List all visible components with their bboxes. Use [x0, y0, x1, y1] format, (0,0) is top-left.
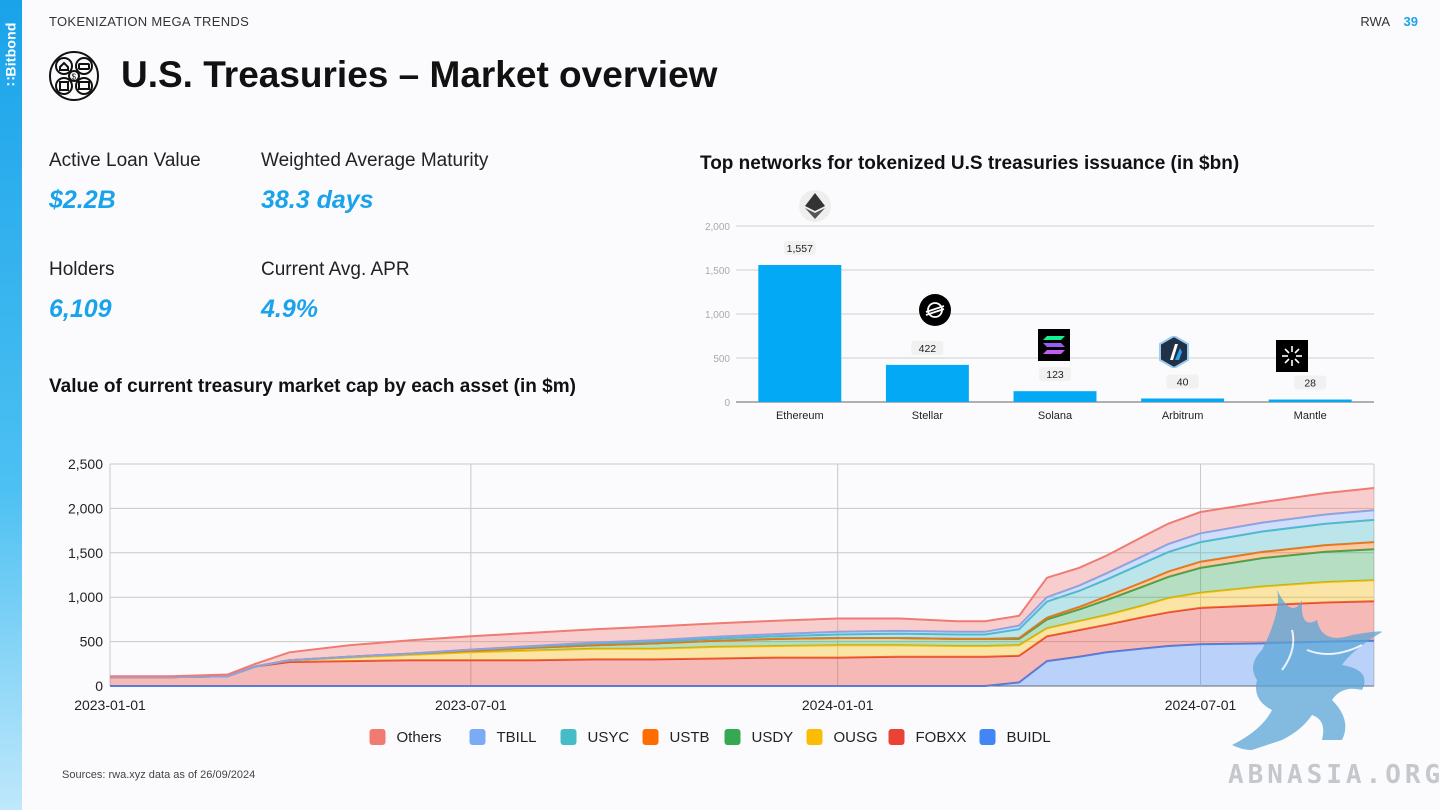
- legend-swatch: [560, 729, 577, 745]
- watermark-text: ABNASIA.ORG: [1228, 760, 1440, 790]
- brand-sidebar: ∷Bitbond: [0, 0, 22, 810]
- series-line-fobxx: [110, 600, 1375, 679]
- legend-label: USDY: [752, 729, 794, 746]
- metric-value: $2.2B: [49, 186, 116, 214]
- bar: [1141, 398, 1225, 402]
- metric-apr: Current Avg. APR 4.9%: [261, 259, 410, 324]
- real-world-assets-icon: $: [48, 50, 100, 102]
- page-tag: RWA: [1360, 14, 1390, 29]
- x-tick-label: Stellar: [912, 410, 944, 422]
- metric-maturity: Weighted Average Maturity 38.3 days: [261, 150, 488, 215]
- data-label-background: [1166, 374, 1199, 389]
- area-usyc: [110, 519, 1374, 678]
- legend-label: USTB: [670, 729, 710, 746]
- bar-chart-title: Top networks for tokenized U.S treasurie…: [700, 153, 1240, 174]
- ethereum-icon: [799, 190, 831, 222]
- data-label: 1,557: [787, 243, 813, 255]
- page-title: U.S. Treasuries – Market overview: [121, 54, 718, 95]
- y-tick-label: 2,500: [68, 456, 103, 472]
- page-number: 39: [1403, 14, 1418, 29]
- data-label-background: [911, 340, 944, 355]
- y-tick-label: 500: [713, 354, 730, 365]
- bar: [1013, 391, 1097, 402]
- legend-label: TBILL: [497, 729, 537, 746]
- metric-label: Holders: [49, 259, 115, 280]
- y-tick-label: 1,000: [705, 310, 730, 321]
- metric-value: 6,109: [49, 295, 112, 323]
- y-tick-label: 0: [95, 678, 103, 694]
- stellar-icon: [919, 294, 951, 326]
- area-ousg: [110, 580, 1374, 678]
- market-cap-area-chart: 0 500 1,000 1,500 2,000 2,500 2023-01-01 2023-0…: [68, 456, 1375, 746]
- metric-label: Active Loan Value: [49, 150, 201, 171]
- legend-swatch: [469, 729, 486, 745]
- x-tick-label: 2023-07-01: [435, 697, 507, 713]
- legend-label: OUSG: [834, 729, 878, 746]
- mantle-icon: [1276, 340, 1308, 372]
- x-tick-label: Ethereum: [776, 410, 824, 422]
- area-chart-title: Value of current treasury market cap by …: [49, 376, 576, 397]
- section-label: TOKENIZATION MEGA TRENDS: [49, 14, 250, 29]
- arbitrum-icon: [1158, 336, 1190, 368]
- bar: [885, 364, 969, 402]
- griffin-watermark-icon: [1232, 590, 1382, 750]
- data-label: 28: [1304, 378, 1316, 390]
- data-label-background: [1294, 375, 1327, 390]
- y-tick-label: 1,500: [705, 266, 730, 277]
- solana-icon: [1038, 329, 1070, 361]
- legend-label: BUIDL: [1007, 729, 1051, 746]
- data-label: 422: [919, 343, 937, 355]
- data-label-background: [1039, 367, 1071, 382]
- area-ustb: [110, 542, 1374, 678]
- legend-swatch: [979, 729, 996, 745]
- x-tick-label: 2024-07-01: [1165, 697, 1237, 713]
- series-line-buidl: [110, 639, 1375, 687]
- metric-holders: Holders 6,109: [49, 259, 114, 324]
- legend-swatch: [369, 729, 386, 745]
- y-tick-label: 2,000: [705, 222, 730, 233]
- data-label-background: [783, 240, 816, 255]
- legend-label: USYC: [588, 729, 630, 746]
- x-tick-label: 2023-01-01: [74, 697, 146, 713]
- svg-text:$: $: [72, 73, 77, 82]
- area-buidl: [110, 640, 1374, 686]
- x-tick-label: 2024-01-01: [802, 697, 874, 713]
- x-tick-label: Solana: [1038, 410, 1073, 422]
- data-label: 123: [1046, 369, 1064, 381]
- metric-value: 38.3 days: [261, 186, 374, 214]
- area-usdy: [110, 549, 1374, 678]
- y-tick-label: 2,000: [68, 500, 103, 516]
- metric-label: Weighted Average Maturity: [261, 150, 489, 171]
- y-tick-label: 1,000: [68, 589, 103, 605]
- x-tick-label: Mantle: [1294, 410, 1327, 422]
- bar: [758, 264, 842, 402]
- series-line-tbill: [110, 509, 1375, 679]
- legend-label: Others: [397, 729, 442, 746]
- legend-swatch: [888, 729, 905, 745]
- bitbond-logo: ∷Bitbond: [2, 22, 19, 86]
- area-tbill: [110, 510, 1374, 678]
- x-tick-label: Arbitrum: [1162, 410, 1204, 422]
- series-line-others: [110, 487, 1375, 678]
- area-fobxx: [110, 601, 1374, 686]
- y-tick-label: 500: [80, 634, 104, 650]
- source-note: Sources: rwa.xyz data as of 26/09/2024: [62, 769, 256, 781]
- legend-swatch: [642, 729, 659, 745]
- metric-label: Current Avg. APR: [261, 259, 410, 280]
- legend-swatch: [806, 729, 823, 745]
- bar: [1268, 399, 1352, 402]
- y-tick-label: 0: [724, 398, 730, 409]
- metric-active-loan: Active Loan Value $2.2B: [49, 150, 201, 215]
- legend-label: FOBXX: [916, 729, 967, 746]
- legend-swatch: [724, 729, 741, 745]
- metric-value: 4.9%: [261, 295, 318, 323]
- network-bar-chart: 0 500 1,000 1,500 2,000 1,557 Ethereum 422 Stell…: [705, 222, 1374, 422]
- data-label: 40: [1177, 376, 1189, 388]
- y-tick-label: 1,500: [68, 545, 103, 561]
- area-others: [110, 488, 1374, 678]
